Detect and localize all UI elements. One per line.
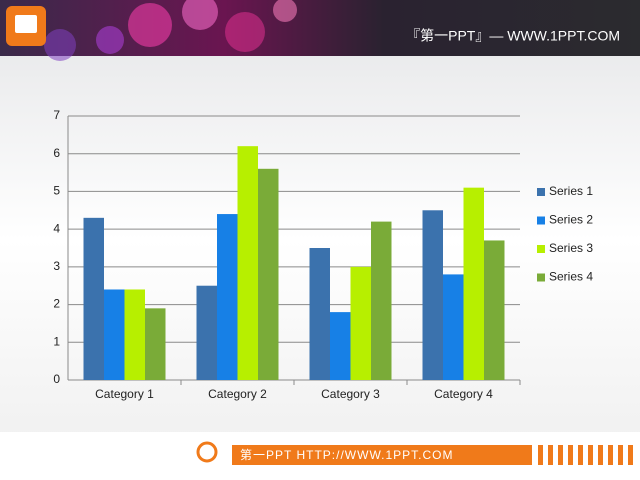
bar — [443, 274, 464, 380]
bar — [217, 214, 238, 380]
bar — [83, 217, 104, 380]
legend-swatch — [537, 245, 545, 253]
bar — [196, 285, 217, 380]
legend-swatch — [537, 273, 545, 282]
y-tick-label: 5 — [53, 184, 60, 198]
y-tick-label: 0 — [53, 372, 60, 386]
legend-label: Series 3 — [549, 241, 593, 255]
y-tick-label: 1 — [53, 334, 60, 348]
legend-label: Series 1 — [549, 184, 593, 198]
y-tick-label: 6 — [53, 146, 60, 160]
header-title: 『第一PPT』— WWW.1PPT.COM — [406, 28, 620, 44]
bar — [124, 289, 145, 380]
app-icon-glyph — [15, 15, 37, 33]
bar — [350, 266, 371, 380]
y-tick-label: 3 — [53, 259, 60, 273]
footer-bar — [232, 445, 532, 465]
footer-text: 第一PPT HTTP://WWW.1PPT.COM — [240, 448, 453, 462]
bar — [330, 312, 351, 380]
legend-label: Series 4 — [549, 270, 593, 284]
bokeh — [44, 0, 297, 61]
legend-swatch — [537, 188, 545, 196]
footer-icon — [196, 441, 218, 463]
legend-swatch — [537, 216, 545, 225]
bar — [484, 240, 505, 380]
bar — [463, 187, 484, 380]
bar — [422, 210, 443, 380]
x-tick-label: Category 1 — [95, 387, 154, 401]
y-tick-label: 4 — [53, 221, 60, 235]
x-tick-label: Category 2 — [208, 387, 267, 401]
y-tick-label: 7 — [53, 108, 60, 122]
legend-label: Series 2 — [549, 213, 593, 227]
bar — [145, 308, 166, 380]
bar — [258, 168, 279, 380]
bar — [309, 248, 330, 380]
footer-stripes — [538, 445, 633, 465]
x-tick-label: Category 4 — [434, 387, 493, 401]
x-tick-label: Category 3 — [321, 387, 380, 401]
y-tick-label: 2 — [53, 297, 60, 311]
bar — [104, 289, 125, 380]
bar — [371, 221, 392, 380]
bar — [237, 146, 258, 380]
